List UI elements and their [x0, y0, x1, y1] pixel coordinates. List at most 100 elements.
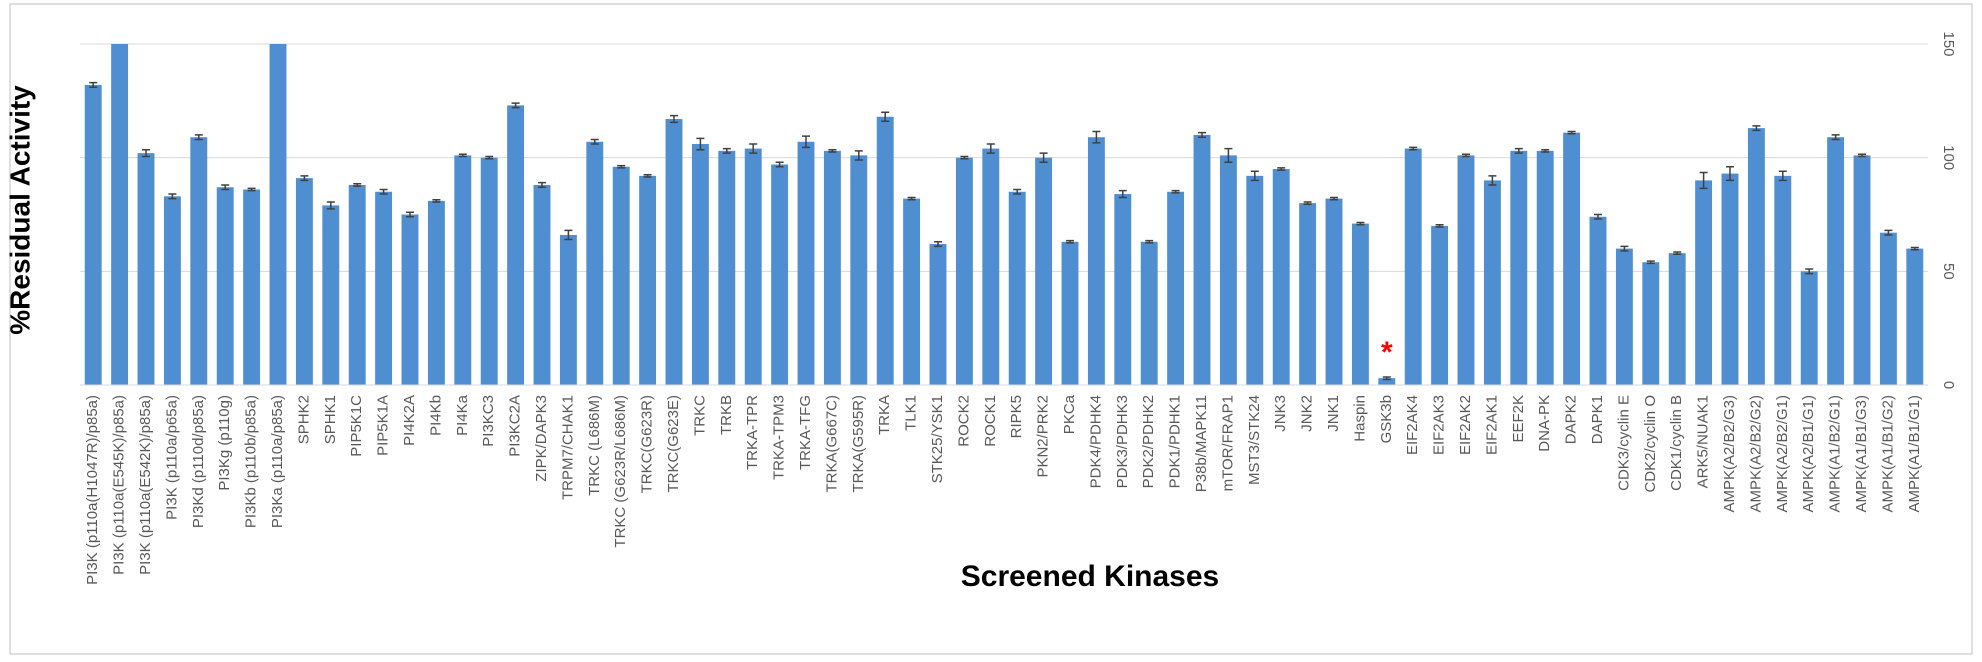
- x-tick-label: JNK3: [1272, 395, 1289, 432]
- error-bar: [300, 175, 309, 182]
- bar: [1061, 241, 1079, 385]
- annotation: *: [1381, 336, 1393, 369]
- x-tick-label: PI3K (p110a(E545K)/p85a): [111, 395, 128, 575]
- error-bar: [1567, 130, 1576, 135]
- bar: [84, 84, 102, 386]
- error-bar: [353, 183, 362, 187]
- bar: [137, 153, 155, 385]
- bar: [1800, 271, 1818, 385]
- bar: [1827, 137, 1845, 385]
- x-tick-label: ROCK1: [982, 395, 999, 447]
- bar: [1035, 157, 1053, 385]
- error-bar: [934, 241, 942, 248]
- x-tick-label: TRKA-TPR: [744, 395, 761, 470]
- error-bar: [1699, 171, 1708, 190]
- error-bar: [1831, 134, 1840, 141]
- x-tick-label: PI3Ka (p110a/p85a): [269, 395, 286, 528]
- bar: [401, 214, 419, 385]
- error-bar: [1066, 239, 1074, 244]
- bar: [1246, 175, 1264, 385]
- x-tick-label: PDK1/PDHK1: [1167, 395, 1184, 488]
- error-bar: [1594, 213, 1602, 220]
- bar: [1906, 248, 1924, 385]
- x-tick-label: PI3K (p110a(E542K)/p85a): [137, 395, 154, 575]
- y-axis-title: %Residual Activity: [4, 85, 35, 335]
- error-bar: [1858, 153, 1866, 158]
- x-tick-label: TRKA-TPM3: [771, 395, 788, 480]
- bar: [744, 148, 762, 385]
- bar: [1431, 225, 1449, 385]
- bar: [375, 191, 393, 385]
- x-tick-label: PI3Kb (p110b/p85a): [243, 395, 260, 528]
- x-tick-label: SPHK2: [295, 395, 312, 444]
- error-bar: [1514, 147, 1523, 154]
- error-bar: [1488, 175, 1497, 186]
- error-bar: [670, 114, 678, 124]
- error-bar: [1462, 153, 1470, 158]
- x-axis-title: Screened Kinases: [961, 560, 1219, 593]
- bar: [1378, 378, 1396, 385]
- error-bar: [1330, 196, 1338, 201]
- bar: [876, 116, 894, 385]
- error-bar: [406, 211, 414, 218]
- x-tick-label: GSK3b: [1378, 395, 1395, 443]
- bar: [771, 164, 789, 385]
- bar: [982, 148, 1000, 385]
- x-tick-label: PIP5K1C: [348, 395, 365, 457]
- error-bar: [1435, 223, 1444, 228]
- error-bar: [89, 81, 98, 88]
- bar: [1272, 169, 1290, 385]
- error-bar: [907, 196, 916, 201]
- bar: [163, 196, 181, 385]
- error-bar: [1752, 125, 1761, 132]
- error-bar: [1092, 130, 1101, 144]
- error-bar: [1646, 260, 1655, 265]
- x-tick-label: AMPK(A2/B2/G3): [1721, 395, 1738, 513]
- bar: [1483, 180, 1501, 385]
- x-tick-label: PI3Kd (p110d/p85a): [190, 395, 207, 528]
- error-bar: [221, 184, 230, 191]
- chart-border: [9, 3, 1973, 655]
- x-tick-label: JNK1: [1325, 395, 1342, 432]
- bar: [903, 198, 921, 385]
- x-tick-label: TRKC(G623E): [665, 395, 682, 493]
- bar: [639, 175, 657, 385]
- bar: [1747, 128, 1765, 385]
- x-tick-label: PI4Ka: [454, 394, 471, 436]
- error-bar: [1013, 188, 1022, 195]
- error-bar: [1198, 131, 1206, 138]
- x-tick-label: PI4Kb: [427, 395, 444, 436]
- bar: [480, 157, 498, 385]
- bar: [665, 119, 683, 386]
- bar: [1008, 191, 1026, 385]
- x-tick-label: DAPK1: [1589, 395, 1606, 444]
- bar: [1668, 253, 1686, 385]
- bar: [1642, 262, 1660, 385]
- error-bar: [247, 187, 256, 192]
- bar: [1167, 191, 1185, 385]
- error-bar: [1303, 201, 1312, 206]
- x-tick-label: PI3Kg (p110g): [216, 395, 233, 491]
- bar: [348, 184, 366, 385]
- error-bar: [1884, 229, 1893, 236]
- error-bar: [1382, 376, 1391, 381]
- bar: [295, 178, 313, 385]
- x-tick-label: EIF2AK2: [1457, 395, 1474, 455]
- x-tick-label: PI3KC3: [480, 395, 497, 447]
- error-bar: [1039, 152, 1048, 163]
- bar: [1351, 223, 1369, 385]
- error-bar: [168, 193, 177, 200]
- x-tick-label: EIF2AK4: [1404, 395, 1421, 455]
- y-tick-label: 0: [1940, 381, 1957, 389]
- x-tick-label: ZIPK/DAPK3: [533, 395, 550, 482]
- bar: [718, 150, 736, 385]
- error-bar: [775, 161, 784, 168]
- error-bar: [881, 111, 890, 123]
- x-tick-label: DAPK2: [1563, 395, 1580, 444]
- error-bar: [538, 181, 546, 188]
- error-bar: [142, 148, 150, 158]
- error-bar: [617, 164, 626, 169]
- error-bar: [1910, 246, 1919, 251]
- bar: [1457, 155, 1475, 385]
